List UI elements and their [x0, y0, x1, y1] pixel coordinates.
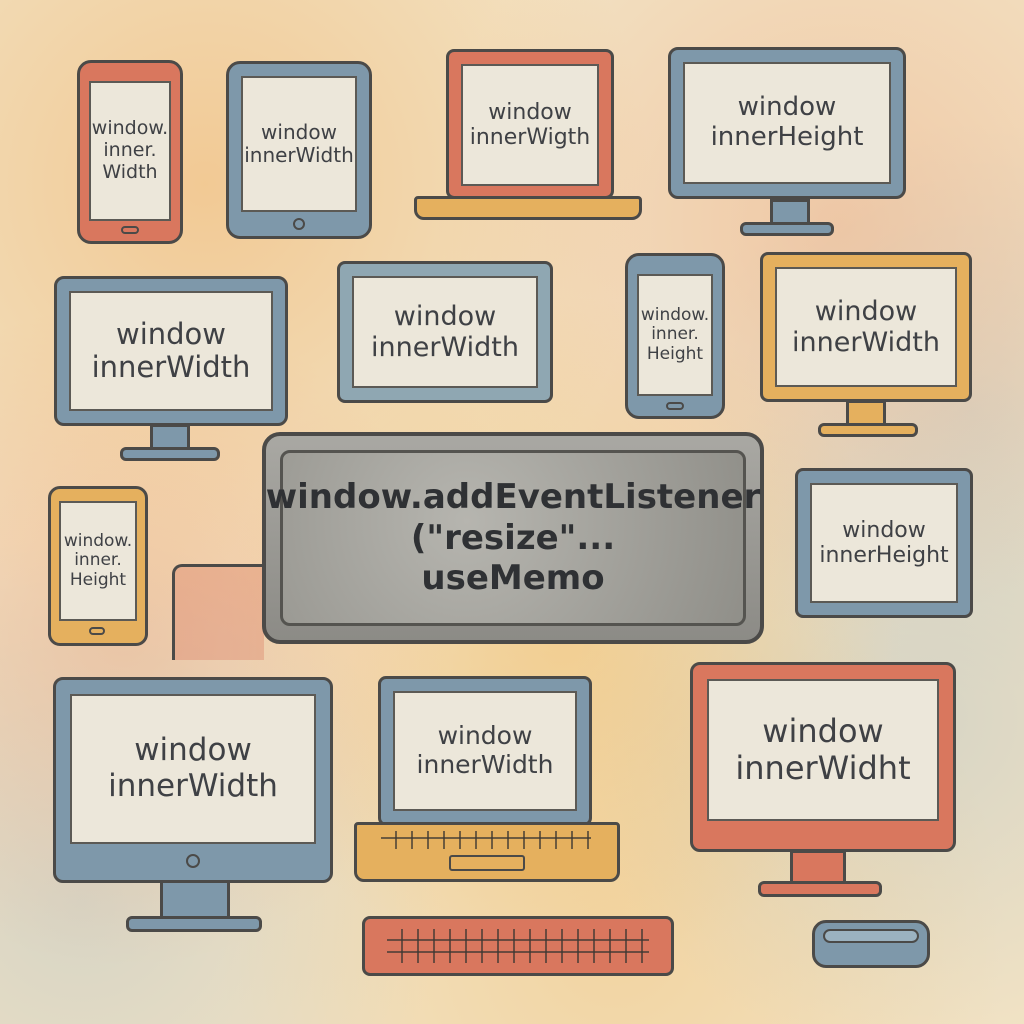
screen-text-line: innerWidth [244, 143, 354, 167]
device-screen: window innerWidth [70, 694, 316, 844]
device-screen: window innerWidth [393, 691, 577, 811]
phone-device: window. inner. Width [77, 60, 183, 244]
screen-text-line: Height [69, 569, 127, 590]
monitor-device: window innerWidht [690, 662, 956, 852]
screen-text-line: window [261, 120, 337, 144]
monitor-stand [790, 850, 846, 886]
tablet-device: window innerHeight [795, 468, 973, 618]
device-screen: window innerWigth [461, 64, 599, 186]
device-screen: window innerHeight [683, 62, 891, 184]
screen-text-line: innerWidth [416, 750, 554, 779]
screen-text-line: window [737, 92, 837, 123]
laptop-base [354, 822, 620, 882]
monitor-base [120, 447, 220, 461]
device-screen: window innerWidth [241, 76, 357, 212]
screen-text-line: innerWidht [735, 749, 911, 787]
keyboard-device [362, 916, 674, 976]
screen-text-line: window [437, 721, 533, 751]
screen-text-line: window [393, 300, 497, 332]
laptop-lid: window innerWidth [378, 676, 592, 826]
device-screen: window innerWidth [69, 291, 273, 411]
device-screen: window. inner. Height [637, 274, 713, 396]
device-screen: window. inner. Width [89, 81, 171, 221]
mouse-device [812, 920, 930, 968]
phone-device: window. inner. Height [48, 486, 148, 646]
screen-text-line: window [814, 295, 918, 327]
screen-text-line: window [115, 316, 227, 351]
laptop-lid: window innerWigth [446, 49, 614, 199]
laptop-base [414, 196, 642, 220]
monitor-base [740, 222, 834, 236]
home-button-icon [89, 627, 105, 635]
screen-text-line: innerWidth [792, 327, 940, 358]
home-button-icon [121, 226, 139, 234]
mouse-top [823, 929, 919, 943]
monitor-stand [160, 880, 230, 920]
screen-text-line: window [842, 517, 926, 543]
monitor-stand [770, 199, 810, 225]
power-button-icon [186, 854, 200, 868]
keyboard-keys [387, 929, 649, 963]
monitor-device: window innerWidth [54, 276, 288, 426]
device-screen: window innerWidht [707, 679, 939, 821]
screen-text-line: innerWidth [371, 332, 519, 363]
screen-text-line: window. [640, 304, 710, 325]
screen-text-line: window [134, 732, 252, 769]
tablet-device: window innerWidth [226, 61, 372, 239]
device-screen: window innerHeight [810, 483, 958, 603]
device-screen: window. inner. Height [59, 501, 137, 621]
partial-device-frame [172, 564, 264, 660]
screen-text-line: innerWidth [108, 768, 278, 804]
screen-text-line: inner. [74, 550, 122, 571]
plaque-line: window.addEventListener [265, 476, 761, 517]
screen-text-line: Width [102, 160, 158, 183]
screen-text-line: inner. [651, 324, 699, 345]
screen-text-line: innerWidth [91, 350, 251, 384]
keyboard-keys [381, 831, 591, 849]
screen-text-line: window. [91, 117, 169, 140]
phone-device: window. inner. Height [625, 253, 725, 419]
monitor-base [818, 423, 918, 437]
plaque-line: ("resize"... [410, 517, 616, 558]
monitor-device: window innerHeight [668, 47, 906, 199]
screen-text-line: innerWigth [469, 125, 591, 150]
monitor-device: window innerWidth [53, 677, 333, 883]
code-plaque: window.addEventListener ("resize"... use… [262, 432, 764, 644]
home-button-icon [666, 402, 684, 410]
monitor-device: window innerWidth [760, 252, 972, 402]
device-screen: window innerWidth [352, 276, 538, 388]
screen-text-line: inner. [103, 139, 157, 162]
tablet-device: window innerWidth [337, 261, 553, 403]
screen-text-line: window [762, 712, 884, 751]
device-screen: window innerWidth [775, 267, 957, 387]
monitor-base [126, 916, 262, 932]
touchpad [449, 855, 525, 871]
plaque-line: useMemo [421, 558, 605, 599]
plaque-text: window.addEventListener ("resize"... use… [266, 450, 760, 626]
screen-text-line: innerHeight [819, 543, 949, 568]
screen-text-line: window [488, 99, 572, 125]
home-button-icon [293, 218, 305, 230]
screen-text-line: innerHeight [710, 122, 864, 152]
screen-text-line: window. [63, 530, 133, 551]
screen-text-line: Height [646, 343, 704, 364]
monitor-base [758, 881, 882, 897]
